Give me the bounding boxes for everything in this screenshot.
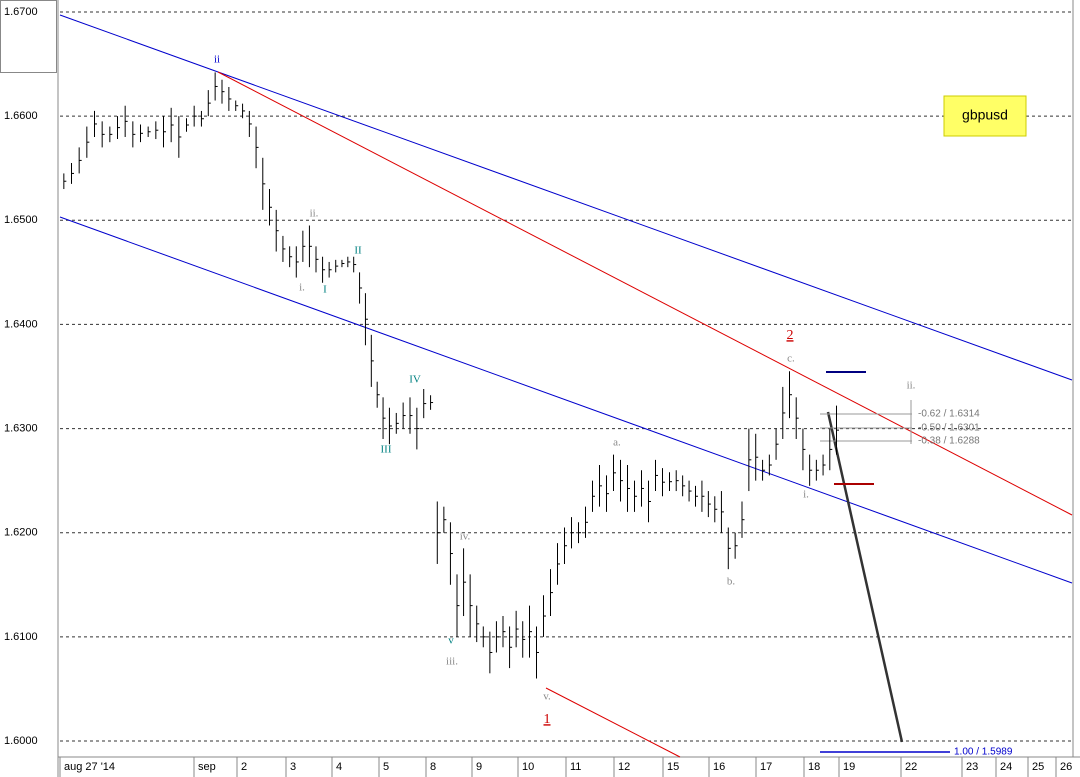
x-tick-label: 24 bbox=[1000, 761, 1012, 773]
fib-label: -0.38 / 1.6288 bbox=[918, 436, 980, 447]
x-tick-label: 17 bbox=[760, 761, 772, 773]
wave-label: iv. bbox=[460, 531, 471, 543]
channel-upper bbox=[59, 14, 1073, 381]
wave-label: v bbox=[448, 635, 454, 647]
x-tick-label: 23 bbox=[966, 761, 978, 773]
axis-corner bbox=[0, 0, 57, 73]
symbol-box bbox=[943, 95, 1027, 137]
x-tick-label: 16 bbox=[713, 761, 725, 773]
x-tick-label: 22 bbox=[905, 761, 917, 773]
trend-red bbox=[217, 71, 1073, 516]
wave-label: b. bbox=[727, 576, 736, 588]
wave-label: ii. bbox=[310, 208, 319, 220]
x-tick-label: 9 bbox=[476, 761, 482, 773]
y-tick-label: 1.6400 bbox=[4, 318, 38, 330]
wave-label: ii. bbox=[907, 380, 916, 392]
fib-lines bbox=[820, 400, 912, 444]
x-tick-label: 15 bbox=[667, 761, 679, 773]
x-tick-label: 19 bbox=[843, 761, 855, 773]
y-tick-label: 1.6200 bbox=[4, 527, 38, 539]
fib-label: 1.00 / 1.5989 bbox=[954, 747, 1013, 758]
x-tick-label: 3 bbox=[290, 761, 296, 773]
y-tick-label: 1.6700 bbox=[4, 6, 38, 18]
price-bars bbox=[63, 72, 839, 679]
y-tick-label: 1.6500 bbox=[4, 214, 38, 226]
trend-red-lower bbox=[545, 687, 681, 758]
y-tick-label: 1.6000 bbox=[4, 735, 38, 747]
x-tick-label: 4 bbox=[336, 761, 342, 773]
wave-label: 1 bbox=[544, 712, 551, 727]
wave-label: 2 bbox=[787, 328, 794, 343]
fib-label: -0.50 / 1.6301 bbox=[918, 423, 980, 434]
wave-label: a. bbox=[613, 437, 621, 449]
x-tick-label: 11 bbox=[570, 761, 581, 773]
y-tick-label: 1.6100 bbox=[4, 631, 38, 643]
x-tick-label: 2 bbox=[241, 761, 247, 773]
x-tick-label: 26 bbox=[1060, 761, 1072, 773]
x-tick-label: 5 bbox=[383, 761, 389, 773]
x-tick-label: 12 bbox=[618, 761, 630, 773]
grid: 1.6000 1.6100 1.6200 1.6300 1.6400 1.6500 1.66… bbox=[4, 6, 1072, 777]
wave-label: ii bbox=[214, 54, 220, 66]
x-tick-label: sep bbox=[198, 761, 216, 773]
wave-label: c. bbox=[787, 353, 795, 365]
fib-label: -0.62 / 1.6314 bbox=[918, 409, 980, 420]
x-tick-label: 18 bbox=[808, 761, 820, 773]
wave-label: iii. bbox=[446, 656, 458, 668]
channel-lower bbox=[59, 216, 1073, 584]
wave-label: v. bbox=[543, 691, 551, 703]
y-tick-label: 1.6600 bbox=[4, 110, 38, 122]
symbol-label: gbpusd bbox=[962, 107, 1008, 123]
wave-label: II bbox=[354, 245, 362, 257]
y-tick-label: 1.6300 bbox=[4, 422, 38, 434]
x-tick-label: aug 27 '14 bbox=[64, 761, 115, 773]
wave-label: i. bbox=[803, 489, 809, 501]
x-tick-label: 25 bbox=[1032, 761, 1044, 773]
projection bbox=[826, 411, 904, 743]
wave-label: I bbox=[323, 284, 327, 296]
wave-label: i. bbox=[299, 282, 305, 294]
x-tick-label: 8 bbox=[430, 761, 436, 773]
wave-label: III bbox=[381, 444, 392, 456]
x-tick-label: 10 bbox=[522, 761, 534, 773]
wave-label: IV bbox=[409, 374, 421, 386]
